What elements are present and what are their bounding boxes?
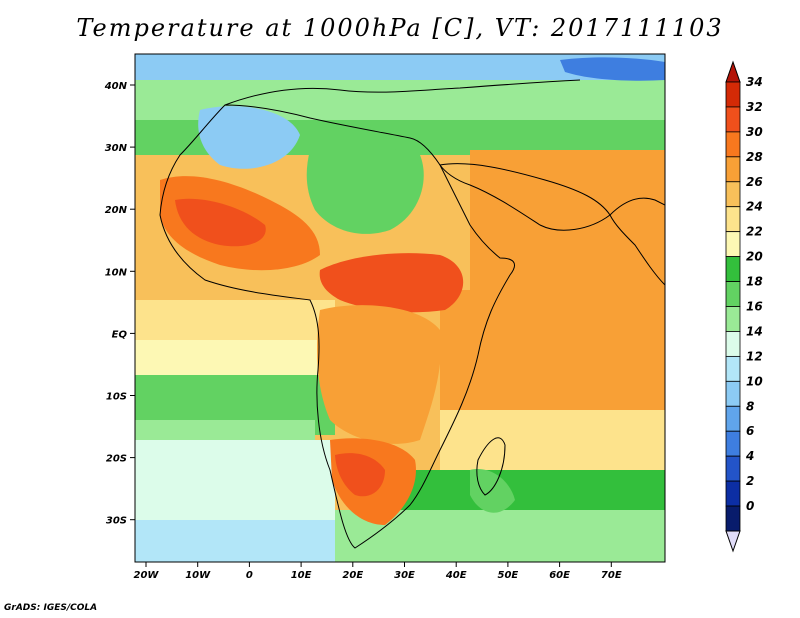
colorbar-segment [725, 131, 741, 158]
colorbar-segment [725, 380, 741, 407]
lat-tick-label: 30S [106, 516, 127, 527]
lon-tick-label: 20W [134, 570, 160, 581]
colorbar-segment [725, 106, 741, 133]
colorbar-label: 26 [746, 175, 763, 189]
colorbar-label: 24 [746, 200, 763, 214]
colorbar-label: 0 [746, 499, 754, 513]
colorbar-segment [725, 81, 741, 108]
lat-tick-label: 10N [105, 267, 128, 278]
colorbar-segment [725, 281, 741, 307]
colorbar-label: 20 [746, 250, 763, 264]
madagascar-coast [476, 437, 506, 496]
coastlines [159, 79, 666, 549]
lat-tick-label: EQ [112, 329, 128, 340]
arabia-coast [439, 163, 611, 231]
longitude-axis: 20W 10W 0 10E 20E 30E 40E 50E 60E 70E [134, 562, 622, 581]
lon-tick-label: 20E [342, 570, 363, 581]
colorbar-bottom-arrow [725, 530, 741, 553]
colorbar-segment [725, 405, 741, 432]
field-west-africa-very-hot [175, 198, 266, 247]
lat-tick-label: 40N [104, 81, 128, 92]
colorbar-label: 18 [746, 275, 763, 289]
field-madagascar [470, 469, 515, 513]
field-sahara-green [306, 144, 424, 234]
latitude-axis: 40N 30N 20N 10N EQ 10S 20S 30S [104, 81, 135, 527]
field-central-asia-cold [560, 57, 665, 81]
field-congo-warm [317, 305, 441, 444]
lon-tick-label: 0 [246, 570, 253, 581]
field-indian-ocean-pale [440, 410, 665, 470]
colorbar-segment [725, 306, 741, 332]
colorbar-segment [725, 331, 741, 357]
lon-tick-label: 60E [549, 570, 570, 581]
lat-tick-label: 10S [106, 392, 127, 403]
lon-tick-label: 10W [185, 570, 211, 581]
lat-tick-label: 30N [105, 143, 128, 154]
colorbar-label: 8 [746, 399, 754, 413]
colorbar-segment [725, 231, 741, 258]
colorbar-label: 12 [746, 349, 763, 363]
chart-title: Temperature at 1000hPa [C], VT: 20171111… [76, 14, 724, 42]
lat-tick-label: 20N [105, 205, 128, 216]
africa-coast [159, 104, 515, 549]
colorbar-label: 16 [746, 300, 763, 314]
field-kalahari-very-hot [335, 453, 385, 497]
lon-tick-label: 10E [291, 570, 312, 581]
grads-credit: GrADS: IGES/COLA [4, 603, 98, 613]
colorbar-label: 14 [746, 324, 763, 338]
colorbar-label: 28 [746, 150, 763, 164]
field-indian-ocean-warm [440, 290, 665, 420]
map-frame [134, 53, 666, 563]
lon-tick-label: 40E [445, 570, 467, 581]
field-atlantic-pale [135, 300, 335, 340]
colorbar-label: 22 [746, 225, 763, 239]
lon-tick-label: 70E [601, 570, 622, 581]
colorbar-segment [725, 181, 741, 208]
colorbar-label: 30 [746, 125, 763, 139]
field-atlas-cool [198, 106, 300, 169]
colorbar-segment [725, 256, 741, 282]
field-arabian-sea [470, 150, 665, 290]
india-coast [609, 197, 666, 287]
field-central-africa-hot [319, 253, 464, 313]
colorbar-label: 32 [746, 100, 763, 114]
colorbar-segment [725, 430, 741, 457]
field-sw-blue [135, 520, 335, 562]
lat-tick-label: 20S [106, 454, 127, 465]
colorbar-segment [725, 455, 741, 482]
colorbar-segment [725, 355, 741, 382]
colorbar-top-arrow [725, 60, 741, 83]
colorbar-segment [725, 156, 741, 183]
lon-tick-label: 30E [394, 570, 415, 581]
colorbar-segment [725, 480, 741, 507]
mediterranean-north-coast [224, 79, 581, 106]
colorbar-label: 6 [746, 424, 754, 438]
colorbar-label: 10 [746, 374, 763, 388]
colorbar-label: 4 [745, 449, 754, 463]
colorbar-label: 34 [746, 75, 763, 89]
colorbar-label: 2 [746, 474, 754, 488]
lon-tick-label: 50E [498, 570, 519, 581]
colorbar-segment [725, 206, 741, 233]
colorbar-segment [725, 505, 741, 532]
temperature-field [135, 54, 665, 562]
